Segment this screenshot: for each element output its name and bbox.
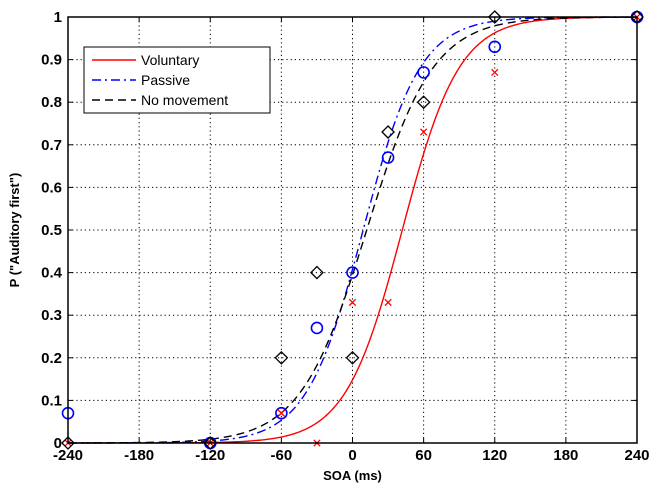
data-point-passive <box>310 321 324 335</box>
y-tick-label: 0 <box>54 435 62 452</box>
y-tick-label: 0.2 <box>41 350 62 367</box>
x-tick-label: -60 <box>271 447 293 464</box>
x-tick-label: 120 <box>482 447 507 464</box>
legend-label: Voluntary <box>141 52 199 68</box>
legend: Voluntary Passive No movement <box>83 46 271 114</box>
data-point-no-movement <box>487 10 502 24</box>
y-tick-label: 0.9 <box>41 52 62 69</box>
y-tick-label: 0.6 <box>41 179 62 196</box>
data-point-no-movement <box>345 350 360 365</box>
x-tick-label: -120 <box>195 447 225 464</box>
legend-label: Passive <box>141 72 190 88</box>
data-point-voluntary <box>277 409 286 417</box>
y-tick-label: 1 <box>54 9 62 26</box>
y-tick-label: 0.3 <box>41 307 62 324</box>
data-point-no-movement <box>381 125 395 139</box>
y-axis-label: P ("Auditory first") <box>7 173 22 288</box>
data-point-voluntary <box>384 298 392 307</box>
x-tick-label: 60 <box>415 447 432 464</box>
data-point-voluntary <box>491 68 499 77</box>
data-point-no-movement <box>203 436 218 450</box>
data-point-passive <box>275 406 288 420</box>
curve-passive <box>68 16 637 444</box>
x-tick-label: 180 <box>553 447 578 464</box>
x-tick-label: -180 <box>124 447 154 464</box>
axis-ticks: -240 -180 -120 -60 0 60 120 180 240 0 0.1 0.2 0.3 0.4… <box>41 9 649 464</box>
x-axis-label: SOA (ms) <box>323 468 382 483</box>
x-tick-label: 0 <box>348 447 356 464</box>
y-tick-label: 0.7 <box>41 137 62 154</box>
data-point-no-movement <box>416 95 431 110</box>
y-tick-label: 0.1 <box>41 392 62 409</box>
data-point-passive <box>417 66 430 79</box>
y-tick-label: 0.4 <box>41 265 63 282</box>
data-point-passive <box>346 266 359 279</box>
data-point-passive <box>381 151 395 164</box>
legend-label: No movement <box>141 92 228 108</box>
y-tick-label: 0.8 <box>41 94 62 111</box>
x-tick-label: 240 <box>624 447 649 464</box>
data-point-no-movement <box>61 436 75 450</box>
x-tick-label: -240 <box>53 447 83 464</box>
data-point-voluntary <box>348 298 357 307</box>
y-tick-label: 0.5 <box>41 222 62 239</box>
data-point-no-movement <box>274 350 289 365</box>
data-point-no-movement <box>310 265 324 280</box>
curve-no-movement <box>67 16 638 444</box>
data-point-voluntary <box>419 128 428 136</box>
data-point-passive <box>488 40 502 54</box>
